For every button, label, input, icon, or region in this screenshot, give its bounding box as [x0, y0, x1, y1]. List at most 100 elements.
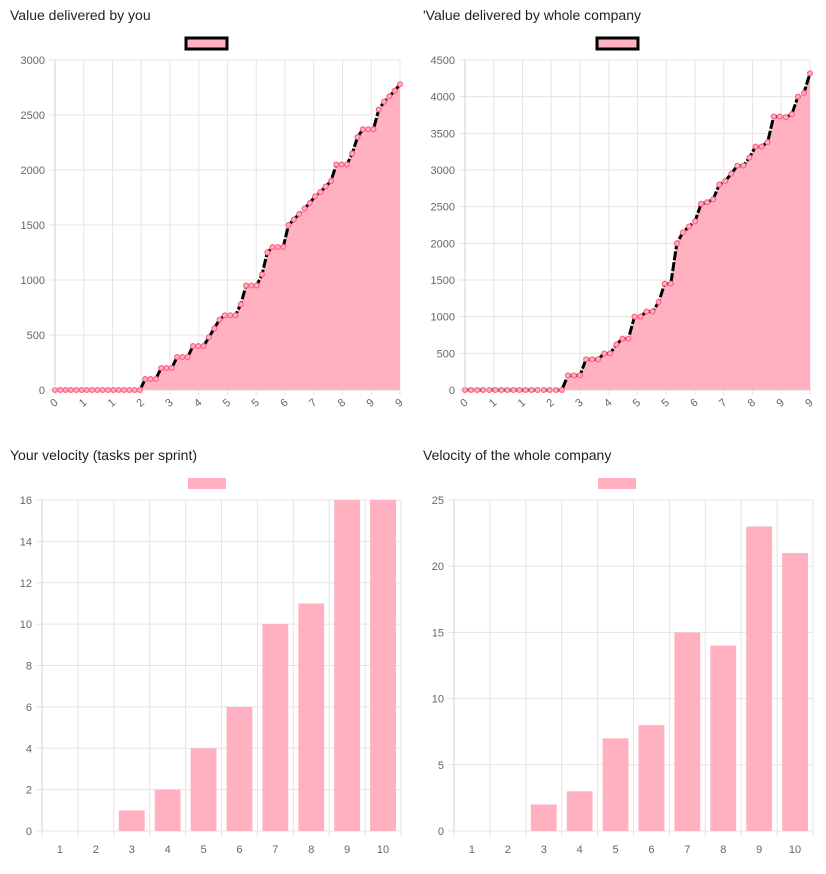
y-tick-label: 10 [20, 619, 32, 631]
data-point [195, 343, 202, 350]
data-point [637, 313, 644, 320]
x-tick-label: 2 [134, 397, 146, 410]
x-tick-label: 5 [249, 397, 261, 410]
x-tick-label: 9 [364, 397, 376, 410]
data-point [692, 218, 699, 225]
data-point [649, 308, 656, 315]
data-point [94, 387, 101, 394]
bar [226, 706, 253, 831]
y-tick-label: 1000 [431, 312, 455, 324]
data-point [734, 162, 741, 169]
data-point [62, 387, 69, 394]
data-point [237, 301, 244, 308]
data-point [498, 387, 505, 394]
data-point [716, 181, 723, 188]
data-point [163, 365, 170, 372]
data-point [534, 387, 541, 394]
data-point [788, 111, 795, 118]
data-point [722, 178, 729, 185]
data-point [679, 229, 686, 236]
x-tick-label: 5 [221, 397, 233, 410]
data-point [607, 350, 614, 357]
data-point [595, 356, 602, 363]
data-point [115, 387, 122, 394]
y-tick-label: 1500 [21, 220, 45, 232]
x-tick-label: 7 [684, 844, 690, 856]
x-tick-label: 4 [165, 844, 171, 856]
y-tick-label: 0 [26, 826, 32, 838]
x-tick-label: 8 [336, 397, 348, 410]
data-point [259, 271, 266, 278]
y-tick-label: 2500 [431, 202, 455, 214]
y-tick-label: 2 [26, 785, 32, 797]
data-point [570, 372, 577, 379]
legend-swatch [598, 478, 636, 489]
x-tick-label: 6 [648, 844, 654, 856]
x-tick-label: 8 [746, 397, 758, 410]
data-point [601, 350, 608, 357]
x-tick-label: 3 [163, 397, 175, 410]
data-point [728, 170, 735, 177]
data-point [152, 376, 159, 383]
data-point [528, 387, 535, 394]
chart-title: Velocity of the whole company [423, 447, 612, 463]
legend-swatch [188, 478, 226, 489]
data-point [655, 299, 662, 306]
legend-swatch [595, 36, 640, 51]
data-point [486, 387, 493, 394]
x-tick-label: 10 [789, 844, 801, 856]
x-tick-label: 7 [717, 397, 729, 410]
y-tick-label: 3000 [431, 165, 455, 177]
series-area [55, 84, 400, 390]
data-point [474, 387, 481, 394]
velocity-company-chart: 0 5 10 15 20 25 1 2 3 4 5 6 7 8 9 10 [432, 478, 814, 856]
data-point [306, 200, 313, 207]
data-point [126, 387, 133, 394]
data-point [746, 154, 753, 161]
data-point [243, 282, 250, 289]
data-point [83, 387, 90, 394]
data-point [800, 89, 807, 96]
x-tick-label: 1 [106, 397, 118, 410]
data-point [78, 387, 85, 394]
data-point [577, 372, 584, 379]
y-tick-label: 1500 [431, 275, 455, 287]
x-tick-label: 10 [377, 844, 389, 856]
data-point [480, 387, 487, 394]
y-tick-label: 8 [26, 661, 32, 673]
bar [154, 789, 181, 831]
data-point [232, 312, 239, 319]
data-point [216, 316, 223, 323]
x-tick-label: 2 [505, 844, 511, 856]
data-point [776, 113, 783, 120]
bar [370, 500, 396, 831]
data-point [338, 161, 345, 168]
data-point [120, 387, 127, 394]
data-point [504, 387, 511, 394]
data-point [770, 113, 777, 120]
data-point [200, 343, 207, 350]
data-point [312, 193, 319, 200]
x-tick-label: 1 [516, 397, 528, 410]
y-tick-label: 3500 [431, 128, 455, 140]
data-point [179, 354, 186, 361]
data-point [110, 387, 117, 394]
data-point [354, 134, 361, 141]
data-point [280, 244, 287, 251]
data-point [131, 387, 138, 394]
data-point [643, 308, 650, 315]
chart-panel-value-you: Value delivered by you 0 500 1000 1500 2000 2… [0, 0, 413, 434]
bar [262, 624, 289, 831]
series-line [465, 72, 812, 392]
legend-swatch [184, 36, 229, 51]
data-point [343, 161, 350, 168]
data-point [174, 354, 181, 361]
data-point [661, 280, 668, 287]
data-point [625, 335, 632, 342]
y-tick-label: 20 [432, 561, 444, 573]
bar [566, 791, 593, 831]
x-tick-label: 9 [774, 397, 786, 410]
y-tick-label: 4500 [431, 55, 455, 67]
x-tick-label: 2 [93, 844, 99, 856]
